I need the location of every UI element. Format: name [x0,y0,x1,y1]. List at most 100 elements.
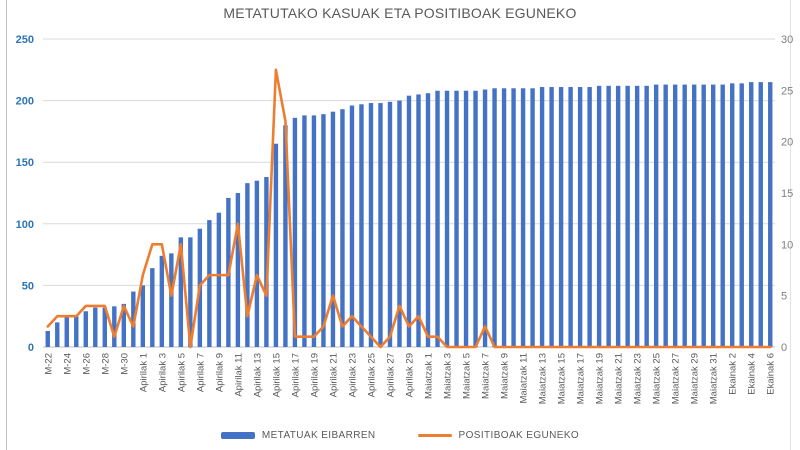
chart-title: METATUTAKO KASUAK ETA POSITIBOAK EGUNEKO [223,5,577,21]
left-axis-tick-label: 250 [16,34,34,46]
x-axis-tick-label: Maiatzak 31 [709,353,720,404]
cumulative-bar [473,90,478,347]
cumulative-bar [207,220,212,347]
cumulative-bar [216,212,222,347]
cumulative-bar [463,90,469,347]
cumulative-bar [387,101,393,347]
x-axis-tick-label: Maiatzak 17 [576,353,587,404]
cumulative-bar [730,83,735,348]
cumulative-bar [435,90,440,347]
x-axis-tick-label: M-26 [81,353,92,375]
x-axis-tick-label: Apirilak 9 [214,353,225,392]
cumulative-bar [140,285,146,347]
cumulative-bar [169,253,174,347]
left-axis-tick-label: 200 [16,96,34,108]
x-axis-tick-label: Apirilak 3 [157,353,168,392]
cumulative-bar [739,83,744,348]
cumulative-bar [378,103,383,348]
left-axis-tick-label: 0 [28,342,34,354]
cumulative-bar [397,100,402,347]
right-axis-tick-label: 5 [781,291,787,303]
line-series-swatch [417,433,452,438]
cumulative-bar [634,85,640,347]
left-axis-tick-label: 50 [22,280,34,292]
x-axis-tick-label: Ekainak 6 [766,353,777,395]
cumulative-bar [330,111,336,347]
x-axis-tick-label: Maiatzak 13 [538,353,549,404]
cumulative-bar [606,85,611,347]
cumulative-bar [425,93,431,347]
chart-legend: METATUAK EIBARREN POSITIBOAK EGUNEKO [0,430,800,441]
cumulative-bar [368,103,374,348]
cumulative-bar [520,88,526,347]
x-axis-tick-label: Ekainak 4 [747,353,758,395]
x-axis-tick-label: Apirilak 29 [405,353,416,397]
legend-item-metatuak: METATUAK EIBARREN [220,430,376,441]
x-axis-tick-label: Apirilak 11 [233,353,244,397]
x-axis-tick-label: Maiatzak 15 [557,353,568,404]
cumulative-bar [672,84,678,348]
cumulative-bar [349,105,355,347]
cumulative-bar [321,114,326,347]
cumulative-bar [235,193,241,347]
cumulative-bar [64,317,69,347]
x-axis-tick-label: Apirilak 25 [366,353,377,397]
x-axis-tick-label: M-30 [119,353,130,375]
cumulative-bar [245,183,250,347]
cumulative-bar [188,237,193,347]
cumulative-bar [359,104,364,348]
cumulative-bar [682,84,687,348]
right-border-line [790,0,791,450]
cumulative-bar [150,268,155,347]
cumulative-bar [577,87,583,347]
right-axis-tick-label: 0 [781,342,787,354]
cumulative-bar [292,117,298,348]
cumulative-bar [482,89,488,348]
x-axis-tick-label: Maiatzak 27 [671,353,682,404]
x-axis-tick-label: Ekainak 2 [728,353,739,395]
cumulative-bar [701,84,706,348]
left-axis-tick-label: 100 [16,219,34,231]
x-axis-tick-label: Maiatzak 3 [443,353,454,399]
x-axis-tick-label: Maiatzak 11 [519,353,530,404]
cumulative-bar [302,115,307,347]
cumulative-bar [102,307,107,347]
bar-series-swatch [220,432,255,439]
cumulative-bar [749,82,754,348]
cumulative-bar [112,306,117,347]
x-axis-tick-label: M-24 [62,353,73,375]
right-axis-tick-label: 10 [781,239,793,251]
x-axis-tick-label: Apirilak 5 [176,353,187,392]
x-axis-tick-label: Apirilak 19 [309,353,320,397]
cumulative-bar [45,330,50,347]
cumulative-bar [691,84,697,348]
cumulative-bar [406,95,412,347]
x-axis-tick-label: Maiatzak 7 [481,353,492,399]
cumulative-bar [121,303,127,347]
x-axis-tick-label: Apirilak 21 [328,353,339,397]
daily-positives-line [46,68,772,349]
x-axis-tick-label: Apirilak 17 [290,353,301,397]
cumulative-bar [83,311,88,347]
cumulative-bar [615,85,621,347]
right-axis-tick-label: 15 [781,188,793,200]
cumulative-bar [625,85,630,347]
cumulative-bar [492,88,497,347]
legend-item-positiboak: POSITIBOAK EGUNEKO [417,430,580,441]
legend-label-positiboak: POSITIBOAK EGUNEKO [458,430,580,441]
cumulative-bar [530,88,535,347]
right-axis-tick-label: 30 [781,34,793,46]
x-axis-tick-label: Apirilak 7 [195,353,206,392]
x-axis-tick-label: M-28 [100,353,111,375]
x-axis-tick-label: Maiatzak 1 [424,353,435,399]
cumulative-bar [644,85,649,347]
x-axis-tick-label: Apirilak 1 [138,353,149,392]
x-axis-tick-label: M-22 [43,353,54,375]
x-axis-tick-label: Maiatzak 21 [614,353,625,404]
cumulative-bar [340,109,345,347]
cumulative-bar [587,87,592,347]
cumulative-bar [254,180,260,347]
cumulative-bar [311,115,317,347]
cumulative-bar [283,125,288,348]
